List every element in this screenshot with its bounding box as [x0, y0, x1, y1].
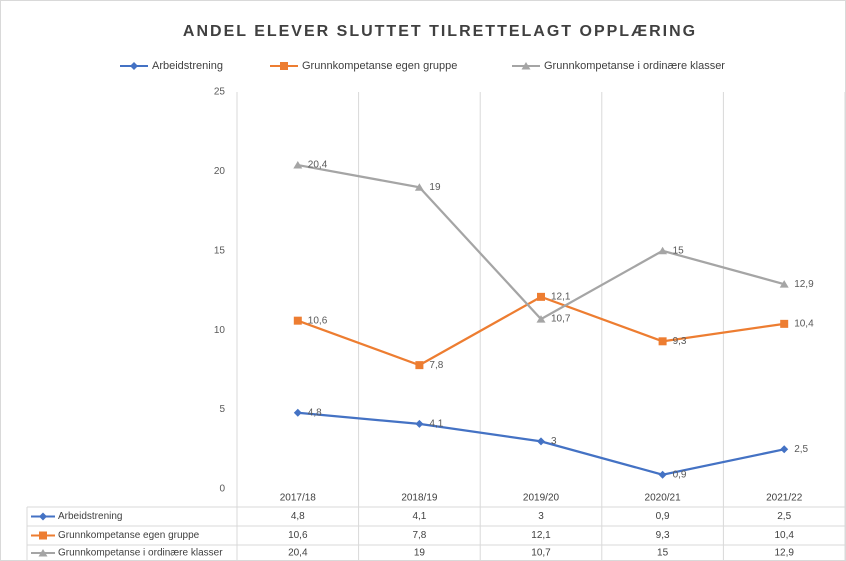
marker — [414, 183, 424, 191]
table-cell: 0,9 — [656, 511, 670, 522]
legend-marker — [280, 62, 288, 70]
x-tick-label: 2017/18 — [280, 493, 317, 504]
legend-label: Grunnkompetanse egen gruppe — [302, 60, 457, 72]
table-cell: 10,4 — [774, 530, 794, 541]
chart-title: ANDEL ELEVER SLUTTET TILRETTELAGT OPPLÆR… — [183, 23, 697, 40]
x-tick-label: 2021/22 — [766, 493, 803, 504]
data-label: 2,5 — [794, 444, 808, 455]
marker — [780, 445, 789, 454]
y-tick-label: 5 — [219, 404, 225, 415]
table-key-marker — [38, 549, 48, 557]
y-tick-label: 0 — [219, 484, 225, 495]
data-label: 4,8 — [308, 407, 322, 418]
table-cell: 10,6 — [288, 530, 308, 541]
legend-marker — [130, 62, 138, 70]
data-label: 12,9 — [794, 279, 814, 290]
x-tick-label: 2019/20 — [523, 493, 560, 504]
y-tick-label: 15 — [214, 245, 226, 256]
marker — [779, 280, 789, 288]
y-tick-label: 25 — [214, 87, 226, 98]
data-label: 9,3 — [673, 336, 687, 347]
table-cell: 9,3 — [656, 530, 670, 541]
marker — [658, 470, 667, 479]
data-label: 20,4 — [308, 160, 328, 171]
marker — [536, 315, 546, 323]
data-label: 7,8 — [429, 360, 443, 371]
table-cell: 10,7 — [531, 548, 551, 559]
table-cell: 20,4 — [288, 548, 308, 559]
table-row-label: Grunnkompetanse i ordinære klasser — [58, 548, 223, 559]
table-cell: 7,8 — [412, 530, 426, 541]
data-label: 12,1 — [551, 291, 571, 302]
data-label: 15 — [673, 245, 685, 256]
table-cell: 12,1 — [531, 530, 551, 541]
data-label: 10,4 — [794, 318, 814, 329]
legend-label: Grunnkompetanse i ordinære klasser — [544, 60, 725, 72]
marker — [415, 361, 424, 370]
table-cell: 4,1 — [412, 511, 426, 522]
table-row-label: Grunnkompetanse egen gruppe — [58, 530, 200, 541]
legend-marker — [521, 62, 531, 70]
y-tick-label: 10 — [214, 325, 226, 336]
table-cell: 3 — [538, 511, 544, 522]
table-key-marker — [39, 512, 47, 521]
data-label: 3 — [551, 436, 557, 447]
table-cell: 15 — [657, 548, 669, 559]
table-cell: 12,9 — [774, 548, 794, 559]
table-cell: 4,8 — [291, 511, 305, 522]
data-label: 0,9 — [673, 469, 687, 480]
data-label: 10,6 — [308, 315, 328, 326]
data-label: 4,1 — [429, 419, 443, 430]
marker — [658, 337, 667, 346]
data-label: 10,7 — [551, 314, 571, 325]
table-cell: 19 — [414, 548, 426, 559]
marker — [293, 161, 303, 169]
legend-label: Arbeidstrening — [152, 60, 223, 72]
marker — [658, 246, 668, 255]
table-key-marker — [39, 531, 47, 540]
marker — [780, 319, 789, 328]
x-tick-label: 2018/19 — [401, 493, 438, 504]
table-cell: 2,5 — [777, 511, 791, 522]
marker — [537, 437, 545, 446]
marker — [293, 408, 302, 417]
marker — [415, 419, 424, 428]
marker — [293, 316, 302, 325]
x-tick-label: 2020/21 — [645, 493, 682, 504]
y-tick-label: 20 — [214, 166, 226, 177]
table-row-label: Arbeidstrening — [58, 511, 122, 522]
data-label: 19 — [429, 182, 441, 193]
marker — [537, 292, 545, 301]
